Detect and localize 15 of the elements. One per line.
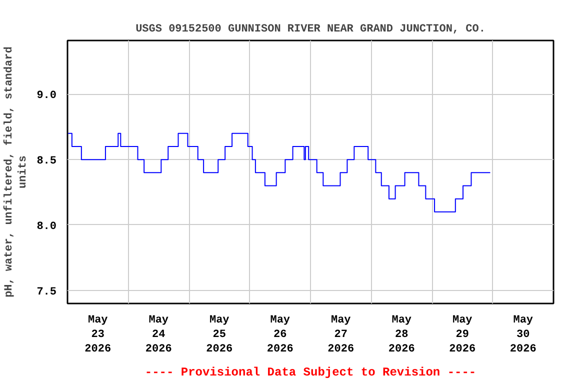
x-tick-label: May 30 2026: [510, 314, 536, 356]
y-tick-label: 8.5: [36, 156, 57, 168]
text: ---- Provisional Data Subject to Revision ----: [144, 366, 476, 380]
y-axis-title: pH, water, unfiltered, field, standard units: [2, 46, 30, 298]
x-tick-label: May 25 2026: [206, 314, 233, 356]
chart-title: USGS 09152500 GUNNISON RIVER NEAR GRAND JUNCTION, CO.: [136, 24, 486, 36]
y-tick-label: 8.0: [36, 220, 57, 233]
x-tick-label: May 28 2026: [388, 314, 415, 356]
x-tick-label: May 27 2026: [328, 314, 354, 356]
x-tick-label: May 29 2026: [449, 314, 476, 356]
x-tick-label: May 26 2026: [266, 314, 294, 356]
x-tick-label: May 24 2026: [145, 314, 172, 356]
y-tick-label: 7.5: [36, 286, 57, 298]
x-tick-label: May 23 2026: [84, 314, 112, 356]
y-tick-label: 9.0: [36, 90, 57, 102]
